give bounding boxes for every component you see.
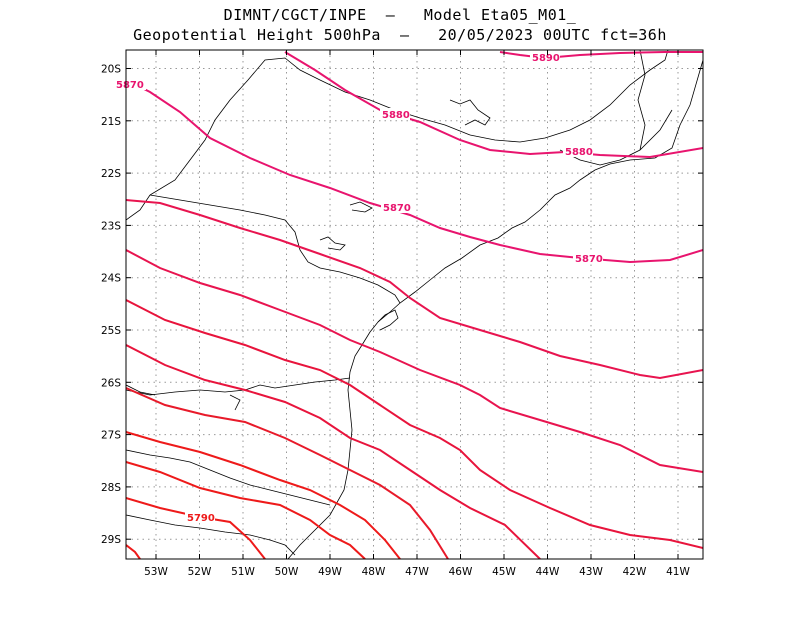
lon-tick-label: 48W (362, 566, 386, 578)
contour-label-group: 5890 5880 5880 5870 5870 5870 5790 (116, 51, 603, 524)
lat-tick-label: 25S (101, 325, 121, 337)
state-border-sc-rs (126, 449, 331, 506)
lat-tick-label: 26S (101, 377, 121, 389)
contour-label-5870-c: 5870 (575, 254, 603, 265)
contour-label-5790: 5790 (187, 513, 215, 524)
lat-tick-label: 22S (101, 168, 121, 180)
lon-tick-label: 46W (449, 566, 473, 578)
lat-tick-label: 27S (101, 430, 121, 442)
lon-tick-label: 45W (492, 566, 516, 578)
border-argentina-ms (126, 194, 151, 221)
contour-5850 (126, 249, 703, 473)
lat-tick-label: 28S (101, 482, 121, 494)
contour-5870 (126, 79, 703, 264)
contour-label-5880-a: 5880 (382, 110, 410, 121)
lon-tick-label: 51W (231, 566, 255, 578)
coastlines (126, 50, 703, 559)
lon-tick-label: 41W (666, 566, 690, 578)
contour-label-5880-b: 5880 (565, 147, 593, 158)
lon-tick-label: 49W (318, 566, 342, 578)
lon-tick-label: 53W (144, 566, 168, 578)
contour-5810 (126, 431, 401, 559)
contour-5820 (126, 387, 449, 559)
lat-tick-label: 21S (101, 116, 121, 128)
contour-5890 (499, 51, 703, 60)
contour-label-5870-b: 5870 (383, 203, 411, 214)
state-border-pr-sc (126, 377, 351, 396)
gridlines (126, 50, 703, 559)
contour-label-5890: 5890 (532, 53, 560, 64)
contour-5790 (126, 497, 266, 559)
state-border-sp-pr (149, 194, 401, 304)
map-title-line1: DIMNT/CGCT/INPE – Model Eta05_M01_ (223, 6, 577, 24)
map-title-line2: Geopotential Height 500hPa – 20/05/2023 … (133, 26, 667, 44)
map-frame (125, 49, 704, 560)
lon-tick-label: 52W (188, 566, 212, 578)
atlantic-coastline (287, 59, 703, 559)
lon-tick-label: 47W (405, 566, 429, 578)
contour-5780 (126, 544, 141, 559)
lon-tick-label: 44W (536, 566, 560, 578)
reservoir-sp (349, 201, 373, 213)
contour-5880 (284, 51, 703, 159)
contour-5800 (126, 461, 366, 559)
border-uruguay-river (126, 514, 296, 556)
contour-5860 (126, 199, 703, 380)
contour-label-5870-a: 5870 (116, 80, 144, 91)
lon-tick-label: 50W (275, 566, 299, 578)
contour-5840 (126, 299, 703, 549)
axis-ticks: 20S 21S 22S 23S 24S 25S 26S 27S 28S 29S 53W 52W 51W 5… (101, 50, 703, 578)
lat-tick-label: 29S (101, 534, 121, 546)
state-border-mg-rj (469, 50, 669, 143)
lon-tick-label: 43W (579, 566, 603, 578)
lat-tick-label: 20S (101, 64, 121, 76)
contour-5830 (126, 344, 541, 559)
lat-tick-label: 24S (101, 273, 121, 285)
geopotential-contours (126, 51, 703, 559)
border-parana-river (126, 384, 241, 411)
lat-tick-label: 23S (101, 220, 121, 232)
state-border-mg-north (637, 50, 646, 151)
lon-tick-label: 42W (623, 566, 647, 578)
reservoir-pr (319, 236, 346, 251)
state-border-rj (559, 109, 673, 166)
furnas-lake (449, 99, 491, 126)
paranagua-bay (377, 309, 399, 331)
